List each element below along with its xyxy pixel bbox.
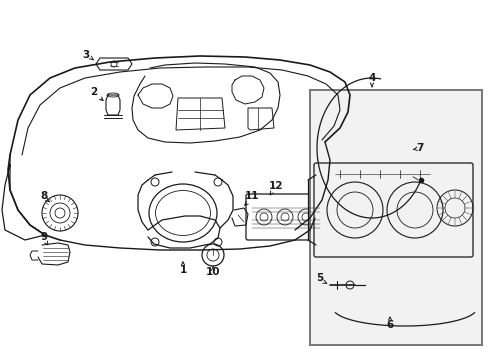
Text: 5: 5	[316, 273, 323, 283]
Text: 4: 4	[367, 73, 375, 83]
Text: 2: 2	[90, 87, 98, 97]
Text: 11: 11	[244, 191, 259, 201]
Text: 6: 6	[386, 320, 393, 330]
Text: 7: 7	[415, 143, 423, 153]
Bar	[309, 90, 481, 345]
Text: 9: 9	[41, 232, 47, 242]
Text: 3: 3	[82, 50, 89, 60]
Text: 8: 8	[41, 191, 47, 201]
Text: 1: 1	[179, 265, 186, 275]
Text: 10: 10	[205, 267, 220, 277]
Text: 12: 12	[268, 181, 283, 191]
